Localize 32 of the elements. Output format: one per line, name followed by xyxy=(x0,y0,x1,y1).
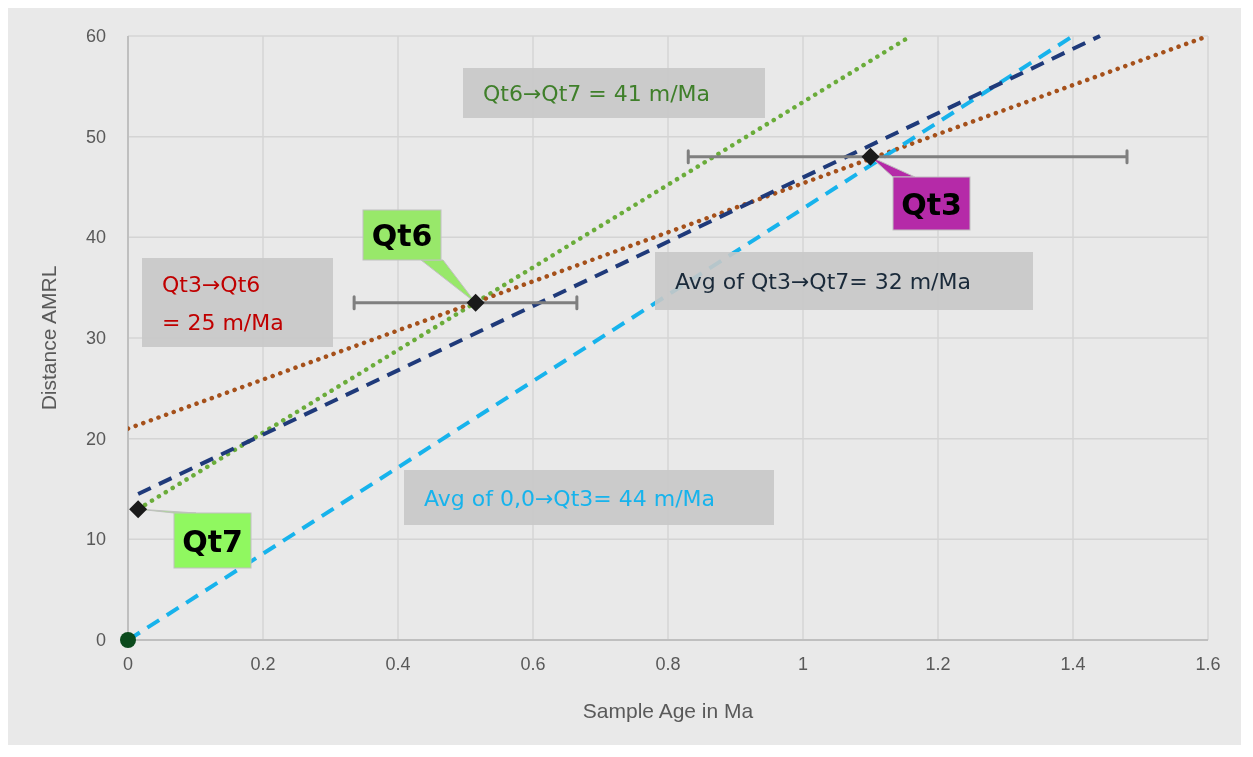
y-tick-label: 30 xyxy=(85,328,106,348)
x-tick-label: 0.6 xyxy=(520,654,546,674)
x-axis-title: Sample Age in Ma xyxy=(582,699,754,722)
x-tick-label: 1.2 xyxy=(925,654,951,674)
callout-box: Qt3 xyxy=(870,156,971,231)
y-tick-label: 0 xyxy=(95,630,106,650)
y-tick-label: 60 xyxy=(85,26,106,46)
point xyxy=(466,293,485,312)
y-tick-label: 20 xyxy=(85,428,106,449)
y-tick-label: 40 xyxy=(85,227,106,248)
point xyxy=(861,147,880,166)
y-axis-title: Distance AMRL xyxy=(37,265,60,411)
x-tick-label: 1 xyxy=(797,654,809,674)
point xyxy=(120,632,136,648)
annotation: Qt6→Qt7 = 41 m/Ma xyxy=(483,80,711,106)
x-tick-label: 0.8 xyxy=(655,654,681,674)
x-tick-label: 0.2 xyxy=(250,654,276,674)
y-tick-label: 10 xyxy=(85,529,106,550)
annotation: Qt6 xyxy=(371,217,433,253)
annotation: Avg of 0,0→Qt3= 44 m/Ma xyxy=(424,485,716,510)
x-tick-label: 1.4 xyxy=(1060,654,1086,674)
annotation: Avg of Qt3→Qt7= 32 m/Ma xyxy=(675,268,971,294)
annotation: Qt3 xyxy=(901,186,962,221)
annotation: Qt7 xyxy=(182,523,243,558)
y-tick-label: 50 xyxy=(85,126,106,147)
annotation: Qt3→Qt6 = 25 m/Ma xyxy=(162,271,284,334)
x-tick-label: 1.6 xyxy=(1195,654,1221,674)
point xyxy=(129,500,148,519)
callout-box: Qt7 xyxy=(137,508,252,569)
callout-box: Qt6 xyxy=(362,209,477,304)
x-tick-label: 0.4 xyxy=(385,654,411,674)
x-tick-label: 0 xyxy=(122,654,134,674)
